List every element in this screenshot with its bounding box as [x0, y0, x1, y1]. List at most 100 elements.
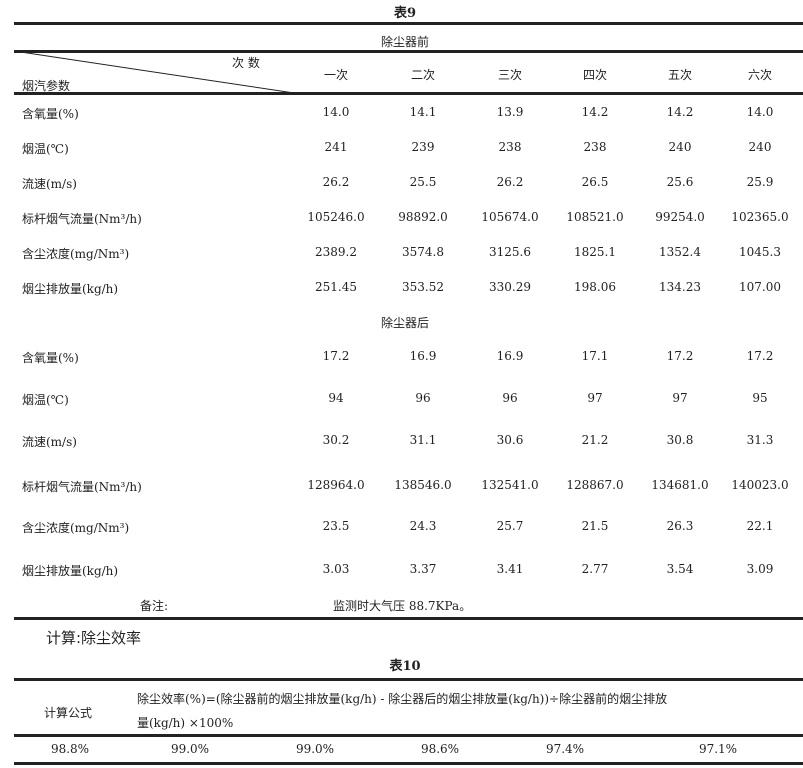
table-cell: 17.2 [746, 349, 774, 363]
row-label: 烟尘排放量(kg/h) [22, 282, 119, 296]
table-cell: 16.9 [496, 349, 524, 363]
note-label: 备注: [140, 599, 169, 613]
section-before-heading: 除尘器前 [380, 35, 430, 49]
header-count-label: 次 数 [232, 56, 260, 70]
column-header: 四次 [582, 68, 608, 82]
divider [14, 50, 803, 53]
table-cell: 31.3 [746, 433, 774, 447]
table-cell: 96 [502, 391, 518, 405]
column-header: 五次 [667, 68, 693, 82]
table-cell: 25.6 [666, 175, 694, 189]
divider [14, 92, 803, 95]
divider [14, 734, 803, 737]
table-cell: 31.1 [409, 433, 437, 447]
table-cell: 14.1 [409, 105, 437, 119]
table-cell: 3.54 [666, 562, 694, 576]
table-cell: 132541.0 [481, 478, 539, 492]
efficiency-value: 99.0% [170, 742, 210, 756]
table-cell: 14.2 [581, 105, 609, 119]
table-cell: 25.5 [409, 175, 437, 189]
table-cell: 2389.2 [315, 245, 357, 259]
table-cell: 198.06 [574, 280, 616, 294]
table-cell: 134681.0 [651, 478, 709, 492]
row-label: 流速(m/s) [22, 435, 77, 449]
table-cell: 98892.0 [398, 210, 448, 224]
divider [14, 678, 803, 681]
table-cell: 3.09 [746, 562, 774, 576]
table-cell: 21.2 [581, 433, 609, 447]
table-cell: 14.2 [666, 105, 694, 119]
efficiency-value: 97.1% [698, 742, 738, 756]
table-cell: 108521.0 [566, 210, 624, 224]
table-cell: 2.77 [581, 562, 609, 576]
row-label: 含氧量(%) [22, 351, 79, 365]
table-cell: 3574.8 [402, 245, 444, 259]
header-param-label: 烟汽参数 [22, 79, 71, 93]
table-cell: 94 [328, 391, 344, 405]
row-label: 标杆烟气流量(Nm³/h) [22, 480, 142, 494]
table-cell: 105674.0 [481, 210, 539, 224]
table-cell: 96 [415, 391, 431, 405]
table-cell: 17.2 [666, 349, 694, 363]
table-cell: 97 [587, 391, 603, 405]
table-cell: 102365.0 [731, 210, 789, 224]
table-cell: 3.41 [496, 562, 524, 576]
row-label: 标杆烟气流量(Nm³/h) [22, 212, 142, 226]
table-cell: 238 [583, 140, 607, 154]
row-label: 含尘浓度(mg/Nm³) [22, 247, 130, 261]
row-label: 含尘浓度(mg/Nm³) [22, 521, 130, 535]
row-label: 烟温(℃) [22, 142, 69, 156]
note-text: 监测时大气压 88.7KPa。 [333, 599, 472, 613]
table9-title: 表9 [393, 6, 417, 21]
table-cell: 1045.3 [739, 245, 781, 259]
divider [14, 22, 803, 25]
table-cell: 30.2 [322, 433, 350, 447]
table-cell: 128867.0 [566, 478, 624, 492]
table-cell: 30.8 [666, 433, 694, 447]
row-label: 烟尘排放量(kg/h) [22, 564, 119, 578]
row-label: 烟温(℃) [22, 393, 69, 407]
column-header: 六次 [747, 68, 773, 82]
table-cell: 26.3 [666, 519, 694, 533]
table-cell: 14.0 [746, 105, 774, 119]
table-cell: 138546.0 [394, 478, 452, 492]
table-cell: 105246.0 [307, 210, 365, 224]
table-cell: 14.0 [322, 105, 350, 119]
table-cell: 21.5 [581, 519, 609, 533]
table-cell: 140023.0 [731, 478, 789, 492]
table-cell: 26.5 [581, 175, 609, 189]
section-after-heading: 除尘器后 [380, 316, 430, 330]
table-cell: 24.3 [409, 519, 437, 533]
divider [14, 617, 803, 620]
formula-line-2: 量(kg/h) ×100% [137, 716, 234, 730]
formula-label: 计算公式 [44, 706, 93, 720]
efficiency-value: 97.4% [545, 742, 585, 756]
table-cell: 25.9 [746, 175, 774, 189]
table-cell: 241 [324, 140, 348, 154]
table-cell: 1825.1 [574, 245, 616, 259]
table-cell: 134.23 [659, 280, 701, 294]
table-cell: 107.00 [739, 280, 781, 294]
table-cell: 3.03 [322, 562, 350, 576]
table-cell: 17.1 [581, 349, 609, 363]
efficiency-value: 98.8% [50, 742, 90, 756]
table-cell: 251.45 [315, 280, 357, 294]
divider [14, 762, 803, 765]
efficiency-value: 98.6% [420, 742, 460, 756]
row-label: 流速(m/s) [22, 177, 77, 191]
table-cell: 238 [498, 140, 522, 154]
table-cell: 13.9 [496, 105, 524, 119]
table-cell: 353.52 [402, 280, 444, 294]
table-cell: 128964.0 [307, 478, 365, 492]
table-cell: 30.6 [496, 433, 524, 447]
table-cell: 239 [411, 140, 435, 154]
table-cell: 25.7 [496, 519, 524, 533]
column-header: 三次 [497, 68, 523, 82]
table10-title: 表10 [389, 659, 421, 674]
table-cell: 99254.0 [655, 210, 705, 224]
table-cell: 1352.4 [659, 245, 701, 259]
calc-heading: 计算:除尘效率 [46, 629, 142, 647]
table-cell: 22.1 [746, 519, 774, 533]
efficiency-value: 99.0% [295, 742, 335, 756]
